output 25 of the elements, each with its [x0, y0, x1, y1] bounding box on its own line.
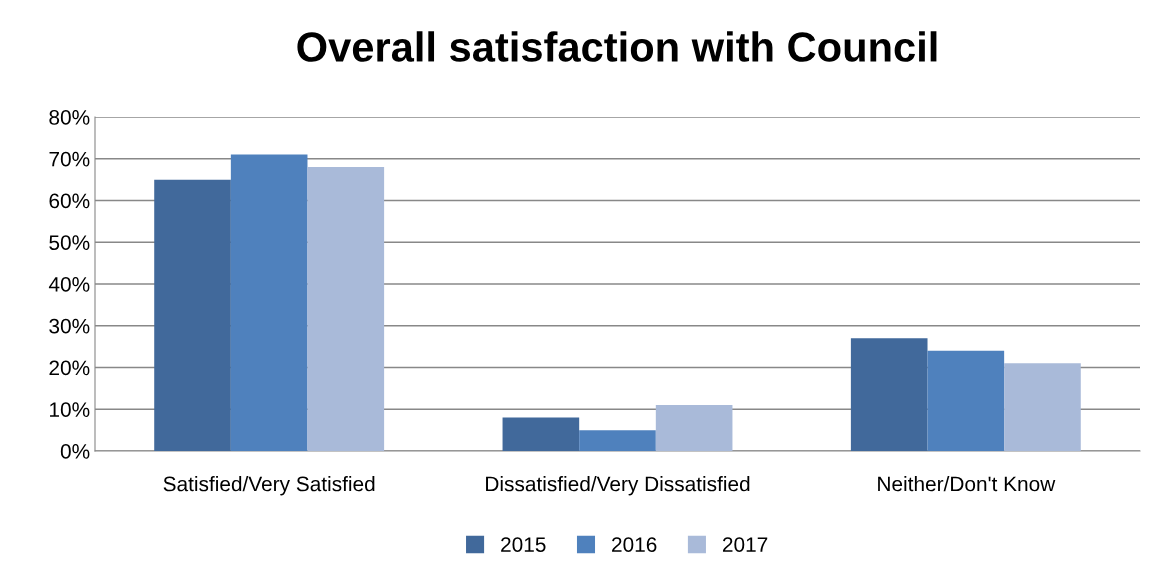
bar — [502, 417, 580, 451]
legend-label: 2015 — [501, 537, 546, 552]
y-tick-label: 70% — [49, 151, 90, 167]
y-tick-label: 60% — [49, 193, 90, 209]
bar — [850, 338, 928, 451]
bar — [154, 179, 231, 451]
legend-label: 2017 — [722, 537, 768, 552]
y-tick-label: 0% — [60, 444, 90, 459]
bar — [230, 154, 308, 451]
bar — [579, 430, 656, 451]
y-tick-label: 20% — [49, 360, 90, 376]
bar — [655, 405, 733, 451]
bar — [1004, 363, 1081, 451]
y-tick-label: 50% — [49, 235, 90, 250]
x-tick-label: Neither/Don't Know — [878, 476, 1056, 492]
x-tick-label: Dissatisfied/Very Dissatisfied — [486, 476, 750, 496]
y-tick-label: 40% — [48, 277, 90, 292]
y-tick-label: 10% — [50, 402, 90, 417]
bar — [307, 167, 385, 451]
legend-label: 2016 — [612, 537, 657, 552]
y-tick-label: 80% — [49, 110, 90, 125]
y-tick-label: 30% — [49, 318, 90, 334]
chart-title: Overall satisfaction with Council — [297, 31, 937, 62]
x-tick-label: Satisfied/Very Satisfied — [163, 476, 375, 496]
bar — [927, 350, 1005, 451]
